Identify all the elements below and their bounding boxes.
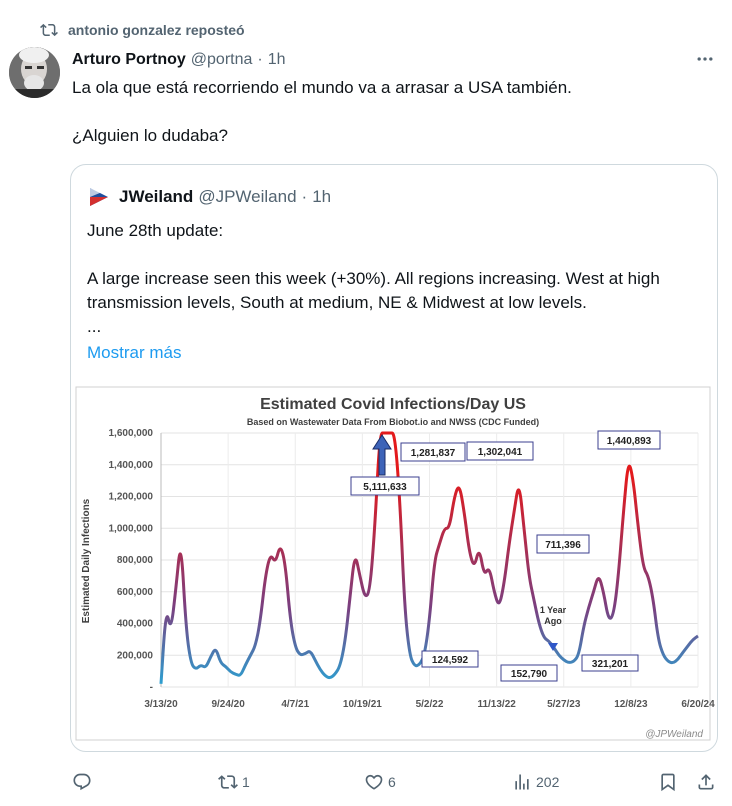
y-tick-label: 400,000 (117, 619, 154, 630)
covid-chart: Estimated Covid Infections/Day US Based … (73, 385, 715, 743)
y-tick-label: 600,000 (117, 587, 154, 598)
like-count: 6 (388, 774, 396, 790)
repost-icon (40, 23, 58, 37)
x-tick-label: 6/20/24 (681, 699, 715, 710)
quoted-post-header: JWeiland @JPWeiland · 1h (87, 185, 331, 209)
annotation-rect (500, 664, 558, 682)
x-tick-label: 4/7/21 (281, 699, 309, 710)
annotation-label: 1,281,837 (411, 448, 456, 459)
annotation-rect (350, 476, 420, 496)
annotation-label: 5,111,633 (363, 482, 407, 493)
x-tick-label: 12/8/23 (614, 699, 648, 710)
post-text-line: ¿Alguien lo dudaba? (72, 126, 228, 145)
avatar-image (9, 47, 60, 98)
quoted-author-handle[interactable]: @JPWeiland (198, 187, 297, 206)
quoted-avatar-logo-icon[interactable] (87, 185, 111, 209)
separator-dot: · (301, 187, 308, 206)
chart-image[interactable]: Estimated Covid Infections/Day US Based … (73, 385, 715, 743)
y-tick-label: 1,200,000 (109, 492, 154, 503)
views-chart-icon (515, 774, 529, 790)
show-more-link[interactable]: Mostrar más (87, 343, 182, 362)
annotation-rect (421, 650, 479, 668)
author-name[interactable]: Arturo Portnoy (72, 51, 186, 68)
annotation-box: 1,302,041 (466, 441, 534, 461)
chart-frame (75, 386, 711, 741)
bookmark-button[interactable] (658, 768, 678, 796)
peak-arrow (372, 434, 392, 476)
chart-subtitle: Based on Wastewater Data From Biobot.io … (247, 417, 539, 427)
chart-watermark: @JPWeiland (645, 729, 703, 740)
more-options-button[interactable] (694, 48, 716, 70)
annotation-rect (466, 441, 534, 461)
repost-count: 1 (242, 774, 250, 790)
quoted-text-line: June 28th update: (87, 221, 224, 240)
annotation-rect (597, 430, 661, 450)
y-tick-label: - (150, 682, 153, 693)
share-icon (698, 774, 714, 790)
quoted-post[interactable]: JWeiland @JPWeiland · 1h June 28th updat… (70, 164, 718, 752)
x-tick-label: 11/13/22 (477, 699, 516, 710)
quoted-text-line: A large increase seen this week (+30%). … (87, 269, 660, 312)
retweet-icon (218, 775, 238, 789)
annotation-box: 321,201 (581, 654, 639, 672)
chart-title: Estimated Covid Infections/Day US (260, 396, 526, 413)
avatar[interactable] (9, 47, 60, 98)
repost-text: antonio gonzalez reposteó (68, 22, 245, 38)
x-tick-label: 9/24/20 (211, 699, 245, 710)
annotation-box: 152,790 (500, 664, 558, 682)
annotation-rect (400, 442, 466, 462)
more-horizontal-icon (697, 57, 713, 61)
reply-icon (73, 773, 91, 791)
y-tick-label: 1,600,000 (109, 428, 154, 439)
repost-indicator[interactable]: antonio gonzalez reposteó (40, 20, 245, 40)
post-header: Arturo Portnoy @portna · 1h (72, 48, 286, 72)
annotation-box: 711,396 (536, 534, 590, 554)
heart-icon (365, 774, 383, 790)
y-tick-label: 1,000,000 (109, 523, 154, 534)
post-time[interactable]: 1h (267, 51, 286, 68)
annotation-box: 1,281,837 (400, 442, 466, 462)
annotation-box: 1,440,893 (597, 430, 661, 450)
like-button[interactable]: 6 (364, 768, 396, 796)
reply-button[interactable] (72, 768, 96, 796)
post-text-line: La ola que está recorriendo el mundo va … (72, 78, 572, 97)
quoted-author-name[interactable]: JWeiland (119, 187, 194, 206)
annotation-box: 5,111,633 (350, 476, 420, 496)
quoted-post-time[interactable]: 1h (312, 187, 332, 206)
annotation-label: 1,302,041 (478, 447, 523, 458)
annotation-label: 321,201 (592, 659, 629, 670)
annotation-rect (536, 534, 590, 554)
repost-button[interactable]: 1 (218, 768, 250, 796)
series-line (159, 431, 699, 684)
post-text: La ola que está recorriendo el mundo va … (72, 76, 712, 148)
views-button[interactable]: 202 (512, 768, 559, 796)
annotation-box: 124,592 (421, 650, 479, 668)
one-year-ago-label: 1 Year Ago (540, 605, 567, 626)
annotation-label: 152,790 (511, 669, 548, 680)
y-axis-label: Estimated Daily Infections (81, 498, 92, 623)
x-tick-label: 5/27/23 (547, 699, 581, 710)
author-handle[interactable]: @portna (190, 51, 253, 68)
annotation-label: 711,396 (545, 540, 581, 551)
x-tick-label: 3/13/20 (144, 699, 178, 710)
action-bar: 1 6 202 (0, 768, 732, 796)
annotation-label: 1,440,893 (607, 436, 652, 447)
separator-dot: · (257, 51, 263, 68)
y-tick-label: 1,400,000 (109, 460, 154, 471)
bookmark-icon (661, 773, 675, 792)
x-tick-label: 10/19/21 (343, 699, 382, 710)
y-tick-label: 800,000 (117, 555, 154, 566)
x-tick-labels: 3/13/20 9/24/20 4/7/21 10/19/21 5/2/22 11/13/… (144, 699, 715, 710)
quoted-text-ellipsis: ... (87, 317, 102, 336)
annotation-label: 124,592 (432, 655, 469, 666)
views-count: 202 (536, 774, 560, 790)
quoted-post-text: June 28th update: A large increase seen … (87, 219, 703, 339)
annotations: 5,111,633 1,281,837 1,302,041 711,396 1,440,… (350, 430, 661, 682)
one-year-ago-marker (548, 643, 558, 651)
x-tick-label: 5/2/22 (416, 699, 444, 710)
share-button[interactable] (696, 768, 716, 796)
annotation-rect (581, 654, 639, 672)
y-tick-label: 200,000 (117, 650, 154, 661)
y-tick-labels: 1,600,000 1,400,000 1,200,000 1,000,000 800,… (109, 428, 154, 693)
